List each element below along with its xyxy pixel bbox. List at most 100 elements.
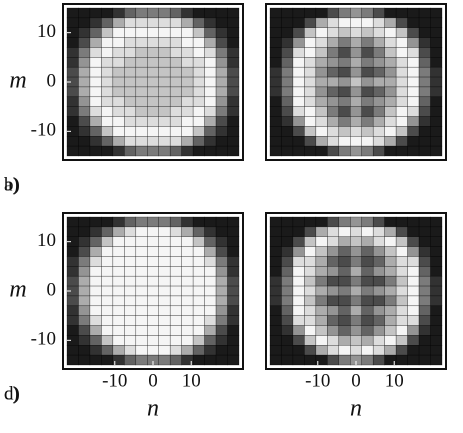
heatmap-cell	[430, 57, 443, 68]
heatmap-cell	[158, 116, 171, 127]
heatmap-cell	[78, 275, 91, 287]
heatmap-cell	[78, 285, 91, 297]
heatmap-cell	[112, 17, 125, 28]
heatmap-cell	[181, 226, 194, 237]
heatmap-cell	[292, 226, 305, 237]
heatmap-cell	[361, 106, 374, 117]
y-axis-label: m	[9, 68, 26, 94]
heatmap-cell	[181, 236, 194, 247]
heatmap-cell	[304, 37, 317, 48]
heatmap-cell	[372, 354, 385, 366]
heatmap-cell	[407, 246, 420, 257]
heatmap-cell	[112, 256, 125, 267]
heatmap-cell	[227, 266, 240, 277]
heatmap-cell	[350, 96, 362, 107]
heatmap-cell	[215, 295, 228, 307]
heatmap-cell	[338, 246, 351, 257]
heatmap-cell	[135, 246, 148, 257]
heatmap-cell	[78, 37, 91, 48]
heatmap-cell	[227, 47, 240, 58]
heatmap-cell	[315, 345, 328, 356]
heatmap-cell	[215, 216, 228, 228]
heatmap-cell	[124, 275, 137, 287]
heatmap-cell	[269, 96, 282, 107]
heatmap-cell	[147, 325, 159, 336]
heatmap-cell	[418, 315, 431, 326]
heatmap-cell	[101, 305, 114, 316]
heatmap-cell	[407, 47, 420, 58]
heatmap-cell	[407, 256, 420, 267]
heatmap-cell	[124, 145, 137, 157]
heatmap-cell	[147, 335, 159, 346]
heatmap-cell	[112, 285, 125, 297]
heatmap-cell	[269, 116, 282, 127]
heatmap-cell	[215, 66, 228, 78]
heatmap-cell	[135, 295, 148, 307]
heatmap-cell	[147, 47, 159, 58]
heatmap-cell	[158, 315, 171, 326]
heatmap-cell	[407, 275, 420, 287]
heatmap-cell	[89, 37, 102, 48]
heatmap-cell	[89, 76, 102, 88]
heatmap-cell	[101, 66, 114, 78]
heatmap-cell	[181, 27, 194, 38]
heatmap-cell	[430, 345, 443, 356]
heatmap-cell	[147, 256, 159, 267]
heatmap-cell	[181, 305, 194, 316]
heatmap-cell	[169, 354, 182, 366]
heatmap-cell	[281, 256, 294, 267]
heatmap-cell	[430, 246, 443, 257]
heatmap-cell	[147, 145, 159, 157]
heatmap-cell	[192, 126, 205, 137]
heatmap-cell	[169, 216, 182, 228]
heatmap-cell	[292, 236, 305, 247]
heatmap-cell	[281, 285, 294, 297]
heatmap-cell	[66, 96, 79, 107]
heatmap-cell	[304, 345, 317, 356]
heatmap-cell	[384, 106, 397, 117]
heatmap-cell	[372, 17, 385, 28]
heatmap-cell	[181, 136, 194, 147]
heatmap-cell	[269, 57, 282, 68]
heatmap-cell	[135, 315, 148, 326]
heatmap-cell	[372, 335, 385, 346]
heatmap-cell	[227, 256, 240, 267]
heatmap-cell	[292, 37, 305, 48]
heatmap-cell	[327, 76, 340, 88]
heatmap-cell	[181, 17, 194, 28]
heatmap-cell	[338, 106, 351, 117]
heatmap-cell	[327, 256, 340, 267]
heatmap-cell	[135, 96, 148, 107]
heatmap-cell	[350, 86, 362, 98]
heatmap-cell	[112, 266, 125, 277]
heatmap-cell	[372, 325, 385, 336]
heatmap-cell	[66, 47, 79, 58]
heatmap-cell	[372, 57, 385, 68]
heatmap-cell	[304, 116, 317, 127]
heatmap-cell	[124, 295, 137, 307]
heatmap-cell	[327, 216, 340, 228]
heatmap-cell	[112, 315, 125, 326]
heatmap-cell	[78, 266, 91, 277]
heatmap-cell	[281, 295, 294, 307]
heatmap-cell	[181, 106, 194, 117]
heatmap-cell	[112, 76, 125, 88]
heatmap-cell	[269, 285, 282, 297]
heatmap-cell	[304, 315, 317, 326]
heatmap-cell	[304, 226, 317, 237]
heatmap-cell	[169, 106, 182, 117]
heatmap-cell	[181, 335, 194, 346]
heatmap-cell	[215, 47, 228, 58]
heatmap-cell	[338, 325, 351, 336]
heatmap-cell	[269, 66, 282, 78]
heatmap-cell	[338, 275, 351, 287]
heatmap-cell	[350, 145, 362, 157]
heatmap-cell	[158, 126, 171, 137]
heatmap-cell	[181, 295, 194, 307]
y-tick-label: -10	[31, 120, 56, 141]
heatmap-cell	[315, 295, 328, 307]
heatmap-cell	[101, 325, 114, 336]
heatmap-cell	[269, 86, 282, 98]
heatmap-cell	[169, 315, 182, 326]
